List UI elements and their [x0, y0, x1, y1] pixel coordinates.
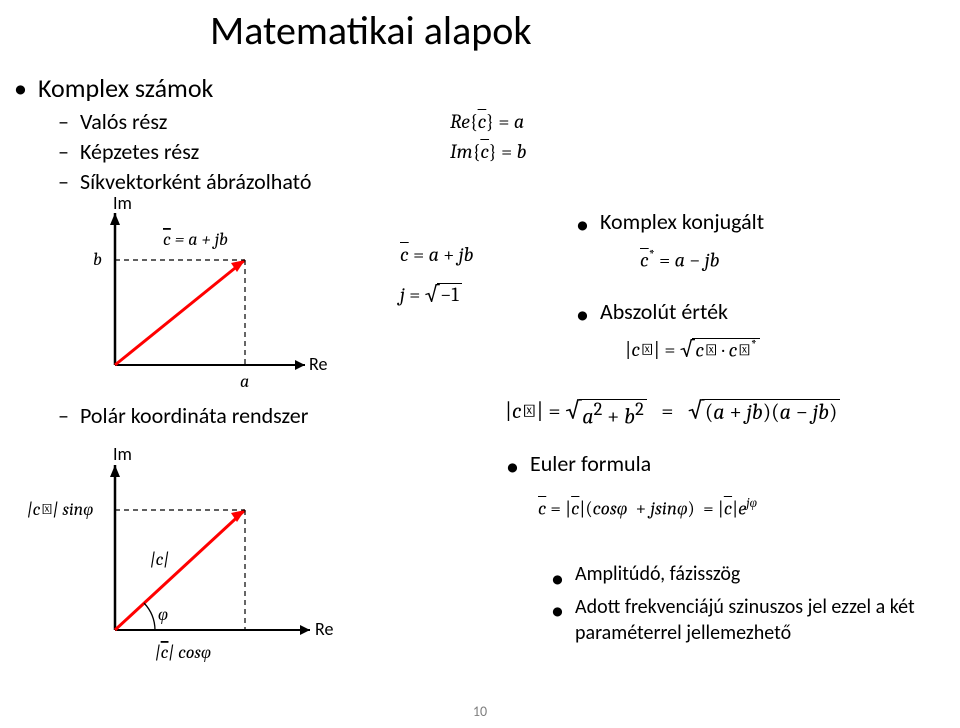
complex-plane-cartesian-diagram: Im Re a b c = a + jb [55, 195, 335, 395]
eq-euler: c = |c|(cosφ + jsinφ) = |c|ejφ [538, 495, 757, 520]
eq-abs2: |c⃗| = √a2 + b2 = √(a + jb)(a − jb) [505, 398, 840, 429]
bullet-valos-resz: Valós rész [80, 108, 167, 135]
svg-text:Im: Im [113, 443, 132, 465]
svg-text:φ: φ [158, 604, 168, 625]
bullet-polar: Polár koordináta rendszer [80, 402, 308, 429]
eq-j-def: j = √−1 [400, 283, 462, 306]
eq-re: Re{c} = a [450, 110, 524, 133]
page-title: Matematikai alapok [210, 6, 532, 55]
bullet-euler: Euler formula [530, 450, 651, 477]
bullet-adott-frekv: Adott frekvenciájú szinuszos jel ezzel a… [575, 594, 935, 646]
bullet-komplex-szamok: Komplex számok [38, 72, 213, 104]
svg-text:Im: Im [113, 195, 132, 214]
bullet-kepzetes-resz: Képzetes rész [80, 138, 199, 165]
eq-c-def: c = a + jb [400, 243, 474, 266]
page-number: 10 [473, 703, 487, 720]
complex-plane-polar-diagram: Im Re |c| |c⃗| sinφ |c| cosφ φ [25, 440, 345, 665]
svg-text:b: b [93, 249, 102, 270]
bullet-sikvektor: Síkvektorként ábrázolható [80, 168, 311, 195]
svg-text:Re: Re [309, 353, 327, 375]
eq-abs1: |c⃗| = √c⃗ · c⃗* [625, 338, 760, 362]
svg-text:|c⃗| sinφ: |c⃗| sinφ [27, 499, 93, 520]
bullet-konjugalt: Komplex konjugált [600, 208, 764, 235]
svg-text:|c|: |c| [150, 549, 169, 570]
svg-text:|c| cosφ: |c| cosφ [155, 642, 211, 663]
bullet-abszolut: Abszolút érték [600, 298, 728, 325]
svg-text:c = a + jb: c = a + jb [163, 229, 228, 250]
svg-text:a: a [240, 371, 249, 392]
svg-text:Re: Re [315, 618, 333, 640]
bullet-amplitudo: Amplitúdó, fázisszög [575, 562, 740, 586]
eq-conj: c* = a − jb [640, 246, 720, 272]
eq-im: Im{c} = b [450, 140, 527, 163]
